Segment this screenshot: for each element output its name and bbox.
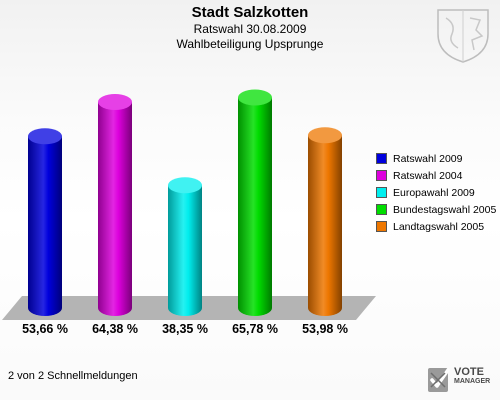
footer-text: 2 von 2 Schnellmeldungen [8, 370, 138, 382]
legend-item: Europawahl 2009 [376, 184, 496, 201]
legend-swatch [376, 187, 387, 198]
chart-title: Stadt Salzkotten [191, 4, 309, 21]
chart-subsubtitle: Wahlbeteiligung Upsprunge [176, 37, 324, 51]
bar-top-3 [238, 89, 272, 106]
legend-swatch [376, 153, 387, 164]
bar-top-2 [168, 177, 202, 194]
chart-subtitle: Ratswahl 30.08.2009 [193, 22, 307, 36]
bar-1 [98, 101, 132, 316]
logo-word-vote: VOTE [454, 366, 484, 378]
legend-swatch [376, 221, 387, 232]
legend-label: Landtagswahl 2005 [393, 220, 485, 233]
bar-top-4 [308, 127, 342, 144]
legend-label: Europawahl 2009 [393, 186, 475, 199]
chart-titles: Stadt Salzkotten Ratswahl 30.08.2009 Wah… [0, 4, 500, 52]
value-label-1: 64,38 % [92, 322, 138, 336]
legend-label: Bundestagswahl 2005 [393, 203, 497, 216]
legend-item: Ratswahl 2009 [376, 150, 496, 167]
value-label-4: 53,98 % [302, 322, 348, 336]
coat-of-arms-icon [437, 9, 489, 63]
legend-label: Ratswahl 2004 [393, 169, 463, 182]
value-label-3: 65,78 % [232, 322, 278, 336]
value-label-2: 38,35 % [162, 322, 208, 336]
logo-word-manager: MANAGER [454, 378, 491, 385]
legend-label: Ratswahl 2009 [393, 152, 463, 165]
bar-2 [168, 185, 202, 316]
bar-0 [28, 136, 62, 316]
legend-item: Bundestagswahl 2005 [376, 201, 496, 218]
bar-top-1 [98, 93, 132, 110]
legend-swatch [376, 170, 387, 181]
vote-manager-icon [428, 368, 450, 392]
legend-swatch [376, 204, 387, 215]
legend-item: Ratswahl 2004 [376, 167, 496, 184]
chart-legend: Ratswahl 2009 Ratswahl 2004 Europawahl 200… [376, 150, 496, 235]
legend-item: Landtagswahl 2005 [376, 218, 496, 235]
bar-top-0 [28, 128, 62, 145]
value-label-0: 53,66 % [22, 322, 68, 336]
bar-3 [238, 97, 272, 316]
vote-manager-logo: VOTE MANAGER [424, 362, 498, 396]
bar-4 [308, 135, 342, 316]
